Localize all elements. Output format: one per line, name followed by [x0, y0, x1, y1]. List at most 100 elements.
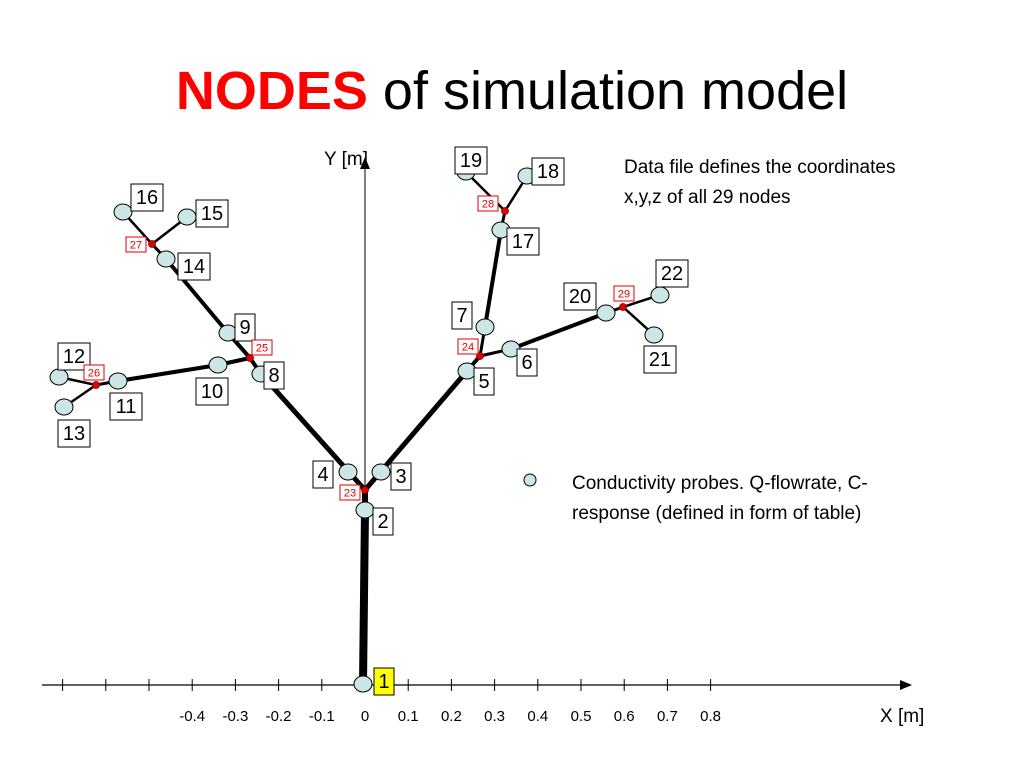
pipe — [164, 257, 230, 335]
title-emphasis: NODES — [176, 61, 368, 121]
node-label-box — [390, 462, 412, 491]
node-label-box — [195, 377, 229, 406]
note-line: x,y,z of all 29 nodes — [624, 187, 791, 208]
axes: Y [m] X [m] -0.4 -0.3 -0.2 -0.1 0 0.1 0.2 0.3 0.… — [42, 149, 924, 727]
node-label-box — [57, 419, 91, 448]
probe-node — [208, 356, 228, 374]
node-label: 12 — [63, 346, 85, 368]
probe-node — [353, 675, 373, 693]
probe-node — [177, 208, 197, 226]
node-label-box — [372, 507, 394, 536]
node-label: 19 — [460, 150, 482, 172]
pipe — [509, 311, 608, 351]
node-label: 21 — [649, 349, 671, 371]
node-label: 14 — [183, 256, 205, 278]
node-label: 29 — [618, 288, 630, 300]
probe-node — [475, 318, 495, 336]
probe-node — [49, 368, 69, 386]
node-label-box — [130, 183, 164, 212]
node-label-box — [109, 392, 143, 421]
nodes: 1234567891011121314151617181920212223242… — [49, 146, 689, 696]
node-label-box — [234, 313, 256, 342]
pipe — [359, 506, 369, 688]
node-label: 9 — [239, 317, 250, 339]
node-label-box — [473, 367, 495, 396]
y-axis-label: Y [m] — [324, 149, 368, 170]
probe-node — [113, 203, 133, 221]
junction-node — [619, 303, 627, 311]
node-label: 18 — [537, 161, 559, 183]
node-label-box — [263, 361, 285, 390]
y-arrow — [360, 157, 370, 169]
node-label-box — [531, 157, 565, 186]
node-label: 7 — [456, 305, 467, 327]
node-label: 23 — [344, 487, 356, 499]
node-label-box — [477, 195, 499, 212]
junction-node — [246, 354, 254, 362]
legend-line: response (defined in form of table) — [572, 503, 861, 524]
node-label-box — [373, 667, 395, 696]
node-label: 20 — [569, 286, 591, 308]
x-tick-label: -0.2 — [266, 708, 292, 725]
x-tick-label: 0.4 — [527, 708, 548, 725]
junction-node — [361, 486, 369, 494]
node-label: 8 — [268, 365, 279, 387]
node-label: 11 — [116, 396, 137, 418]
node-label: 10 — [201, 381, 223, 403]
probe-node — [108, 372, 128, 390]
node-label: 1 — [378, 671, 389, 693]
node-label-box — [655, 259, 689, 288]
probe-node — [650, 286, 670, 304]
node-label-box — [177, 252, 211, 281]
note-line: Data file defines the coordinates — [624, 157, 895, 178]
pipe — [116, 363, 220, 383]
edges — [57, 170, 662, 688]
probe-node — [457, 362, 477, 380]
node-label-box — [251, 339, 273, 356]
x-tick-label: 0.7 — [657, 708, 678, 725]
node-label: 17 — [512, 231, 534, 253]
probe-node — [644, 326, 664, 344]
node-label: 27 — [130, 239, 142, 251]
node-label: 24 — [462, 341, 474, 353]
pipe — [483, 228, 503, 329]
x-tick-label: -0.1 — [309, 708, 335, 725]
node-label-box — [613, 285, 635, 302]
probe-node — [355, 501, 375, 519]
node-label: 16 — [136, 187, 158, 209]
node-label: 13 — [63, 423, 85, 445]
node-label: 2 — [377, 511, 388, 533]
legend-line: Conductivity probes. Q-flowrate, C- — [572, 473, 868, 494]
node-label: 15 — [201, 203, 223, 225]
x-tick-label: 0.6 — [614, 708, 635, 725]
x-tick-label: 0 — [361, 708, 369, 725]
x-tick-label: -0.3 — [222, 708, 248, 725]
title-rest: of simulation model — [383, 61, 848, 121]
probe-node — [218, 324, 238, 342]
probe-node — [156, 250, 176, 268]
node-label: 6 — [521, 352, 532, 374]
node-label: 22 — [661, 263, 683, 285]
x-tick-label: 0.8 — [700, 708, 721, 725]
probe-node — [54, 398, 74, 416]
node-label-box — [643, 345, 677, 374]
node-label-box — [454, 146, 488, 175]
x-tick-label: 0.2 — [441, 708, 462, 725]
probe-node — [596, 304, 616, 322]
node-label: 4 — [317, 464, 328, 486]
node-label: 26 — [88, 367, 100, 379]
x-tick-label: -0.4 — [179, 708, 205, 725]
node-label: 5 — [478, 371, 489, 393]
x-tick-label: 0.1 — [398, 708, 419, 725]
x-tick-label: 0.5 — [571, 708, 592, 725]
x-axis-label: X [m] — [880, 706, 924, 727]
node-label-box — [506, 227, 540, 256]
node-label-box — [563, 282, 597, 311]
slide-title: NODES of simulation model — [176, 61, 848, 121]
node-label: 28 — [482, 198, 494, 210]
node-label-box — [312, 460, 334, 489]
node-label: 25 — [256, 342, 268, 354]
node-label-box — [83, 364, 105, 381]
probe-node — [371, 463, 391, 481]
